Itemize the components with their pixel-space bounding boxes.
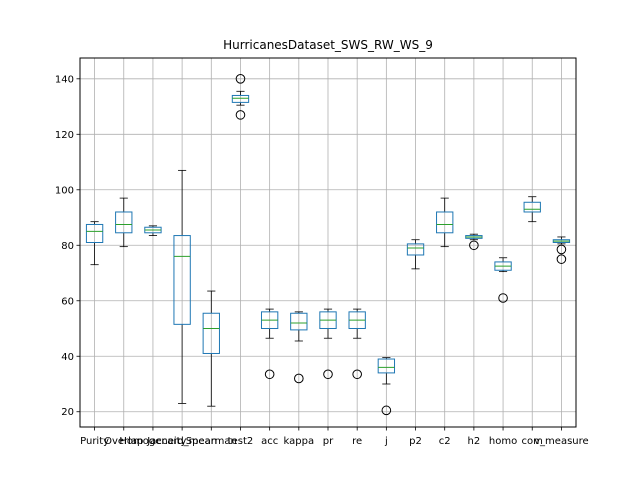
x-tick-label: pr	[323, 436, 334, 447]
outlier-point	[469, 240, 479, 251]
y-tick-label: 120	[55, 130, 74, 141]
box-kappa	[290, 312, 308, 331]
box-test2	[231, 94, 250, 103]
box-Purity	[85, 223, 104, 244]
x-tick-label: h2	[468, 436, 481, 447]
chart-title: HurricanesDataset_SWS_RW_WS_9	[223, 38, 433, 52]
outlier-point	[498, 293, 508, 303]
box-c2	[436, 211, 454, 234]
tick-layer: 20 40 60 80 100 120 140 PurityOverlapHomogeneit…	[55, 74, 589, 447]
x-tick-label: kappa	[284, 436, 315, 447]
outlier-point	[323, 369, 333, 380]
outlier-point	[294, 373, 304, 384]
box-com	[523, 201, 541, 213]
box-p2	[406, 243, 425, 256]
box-Spearman	[202, 312, 220, 354]
y-tick-label: 60	[61, 296, 74, 307]
y-tick-label: 40	[61, 352, 74, 363]
x-tick-label: Purity	[80, 436, 109, 447]
x-tick-label: Overlap	[104, 436, 143, 447]
x-tick-label: re	[352, 436, 362, 447]
x-tick-label: c2	[439, 436, 451, 447]
box-Overlap	[115, 211, 133, 234]
box-layer	[85, 74, 571, 416]
grid-layer	[80, 58, 576, 427]
outlier-point	[556, 254, 567, 264]
x-tick-label: com	[522, 436, 543, 447]
x-tick-label: v_measure	[534, 436, 589, 447]
x-tick-label: Spearman	[186, 436, 237, 447]
x-tick-label: acc	[261, 436, 278, 447]
x-tick-label: p2	[409, 436, 422, 447]
outlier-point	[235, 74, 246, 84]
box-j	[377, 358, 396, 374]
outlier-point	[556, 244, 567, 255]
y-tick-label: 80	[61, 241, 74, 252]
x-tick-label: j	[384, 436, 388, 447]
y-tick-label: 20	[61, 407, 74, 418]
outlier-point	[352, 369, 362, 380]
y-tick-label: 100	[55, 185, 74, 196]
outlier-point	[264, 369, 275, 380]
y-tick-label: 140	[55, 74, 74, 85]
outlier-point	[235, 110, 246, 120]
x-tick-label: Homogeneity	[119, 436, 186, 447]
x-tick-label: homo	[489, 436, 517, 447]
outlier-point	[381, 405, 392, 416]
x-tick-label: Jaccard_mean	[146, 436, 217, 447]
box-Jaccard_mean	[173, 235, 191, 325]
x-tick-label: test2	[228, 436, 254, 447]
